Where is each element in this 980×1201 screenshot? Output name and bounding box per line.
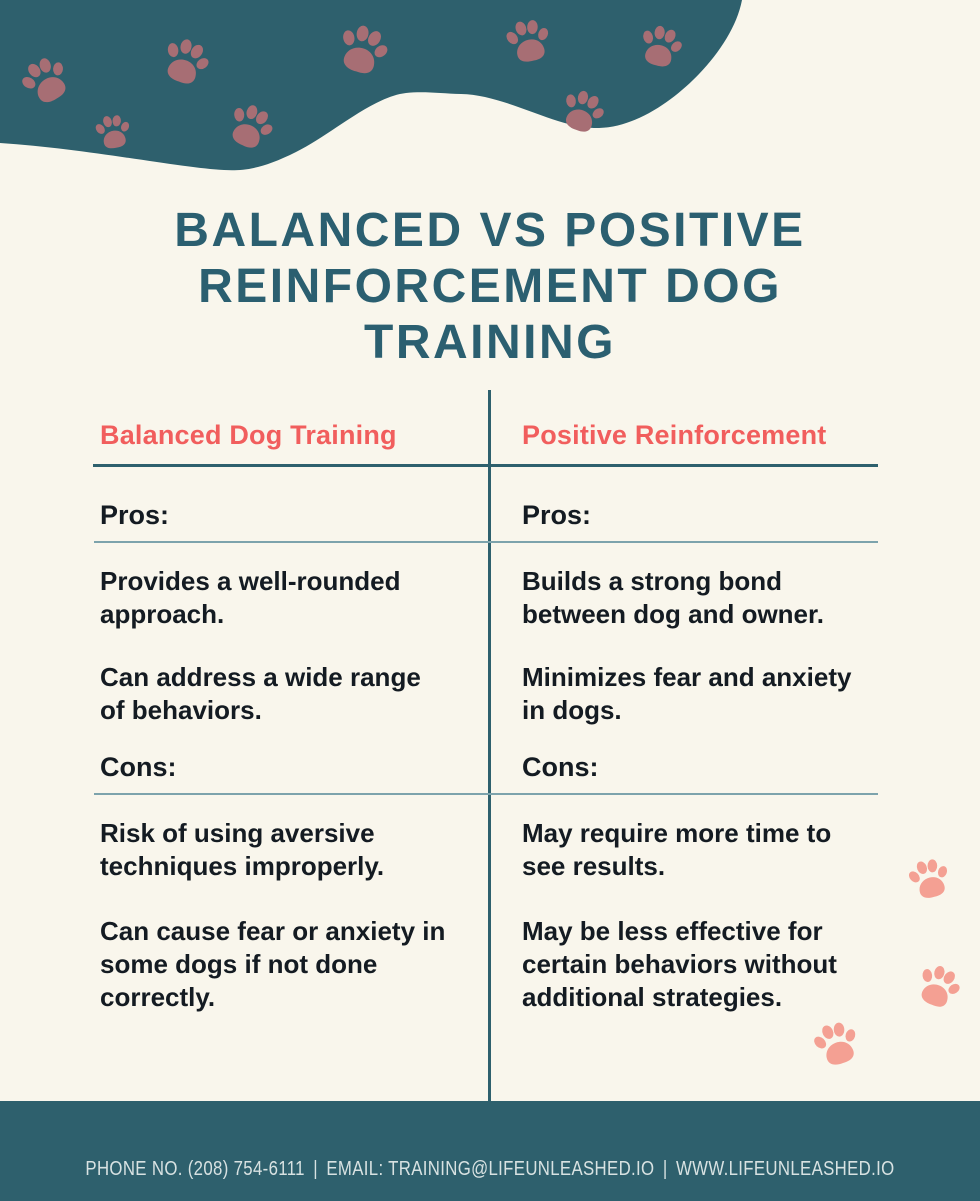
- page-title-line: TRAINING: [364, 316, 616, 369]
- pros-item: Minimizes fear and anxiety in dogs.: [522, 662, 852, 725]
- footer-bar: PHONE NO. (208) 754-6111 | EMAIL: TRAINING…: [0, 1101, 980, 1201]
- cons-item: Can cause fear or anxiety in some dogs i…: [100, 916, 446, 1012]
- column-header-positive: Positive Reinforcement: [522, 420, 827, 450]
- page-title-line: BALANCED VS POSITIVE: [174, 204, 806, 257]
- page-title-line: REINFORCEMENT DOG: [198, 260, 782, 313]
- cons-item: May require more time to see results.: [522, 818, 832, 881]
- pros-rule: [94, 541, 878, 543]
- separator: |: [662, 1158, 668, 1180]
- column-header-balanced: Balanced Dog Training: [100, 420, 397, 450]
- pros-item: Builds a strong bond between dog and own…: [522, 566, 824, 629]
- phone-text: PHONE NO. (208) 754-6111: [85, 1158, 305, 1180]
- cons-item: May be less effective for certain behavi…: [522, 916, 837, 1012]
- cons-item: Risk of using aversive techniques improp…: [100, 818, 385, 881]
- pros-item: Can address a wide range of behaviors.: [100, 662, 421, 725]
- wave-shape-icon: [0, 0, 742, 171]
- paw-print-icon: [911, 959, 967, 1013]
- cons-label: Cons:: [100, 752, 177, 782]
- paw-print-icon: [808, 1016, 865, 1071]
- paw-print-icon: [92, 111, 135, 151]
- cons-label: Cons:: [522, 752, 599, 782]
- paw-print-icon: [501, 15, 556, 66]
- header-rule: [93, 464, 878, 467]
- page-title: BALANCED VS POSITIVE REINFORCEMENT DOG T…: [90, 203, 890, 371]
- pros-label: Pros:: [100, 500, 170, 530]
- cons-rule: [94, 793, 878, 795]
- paw-print-icon: [904, 854, 955, 903]
- email-text: EMAIL: TRAINING@LIFEUNLEASHED.IO: [326, 1158, 655, 1180]
- website-text: WWW.LIFEUNLEASHED.IO: [675, 1158, 895, 1180]
- column-divider: [488, 390, 491, 1101]
- separator: |: [313, 1158, 318, 1180]
- pros-item: Provides a well-rounded approach.: [100, 566, 401, 629]
- pros-label: Pros:: [522, 500, 592, 530]
- contact-info: PHONE NO. (208) 754-6111 | EMAIL: TRAINING…: [78, 1158, 901, 1181]
- header-wave: [0, 0, 980, 195]
